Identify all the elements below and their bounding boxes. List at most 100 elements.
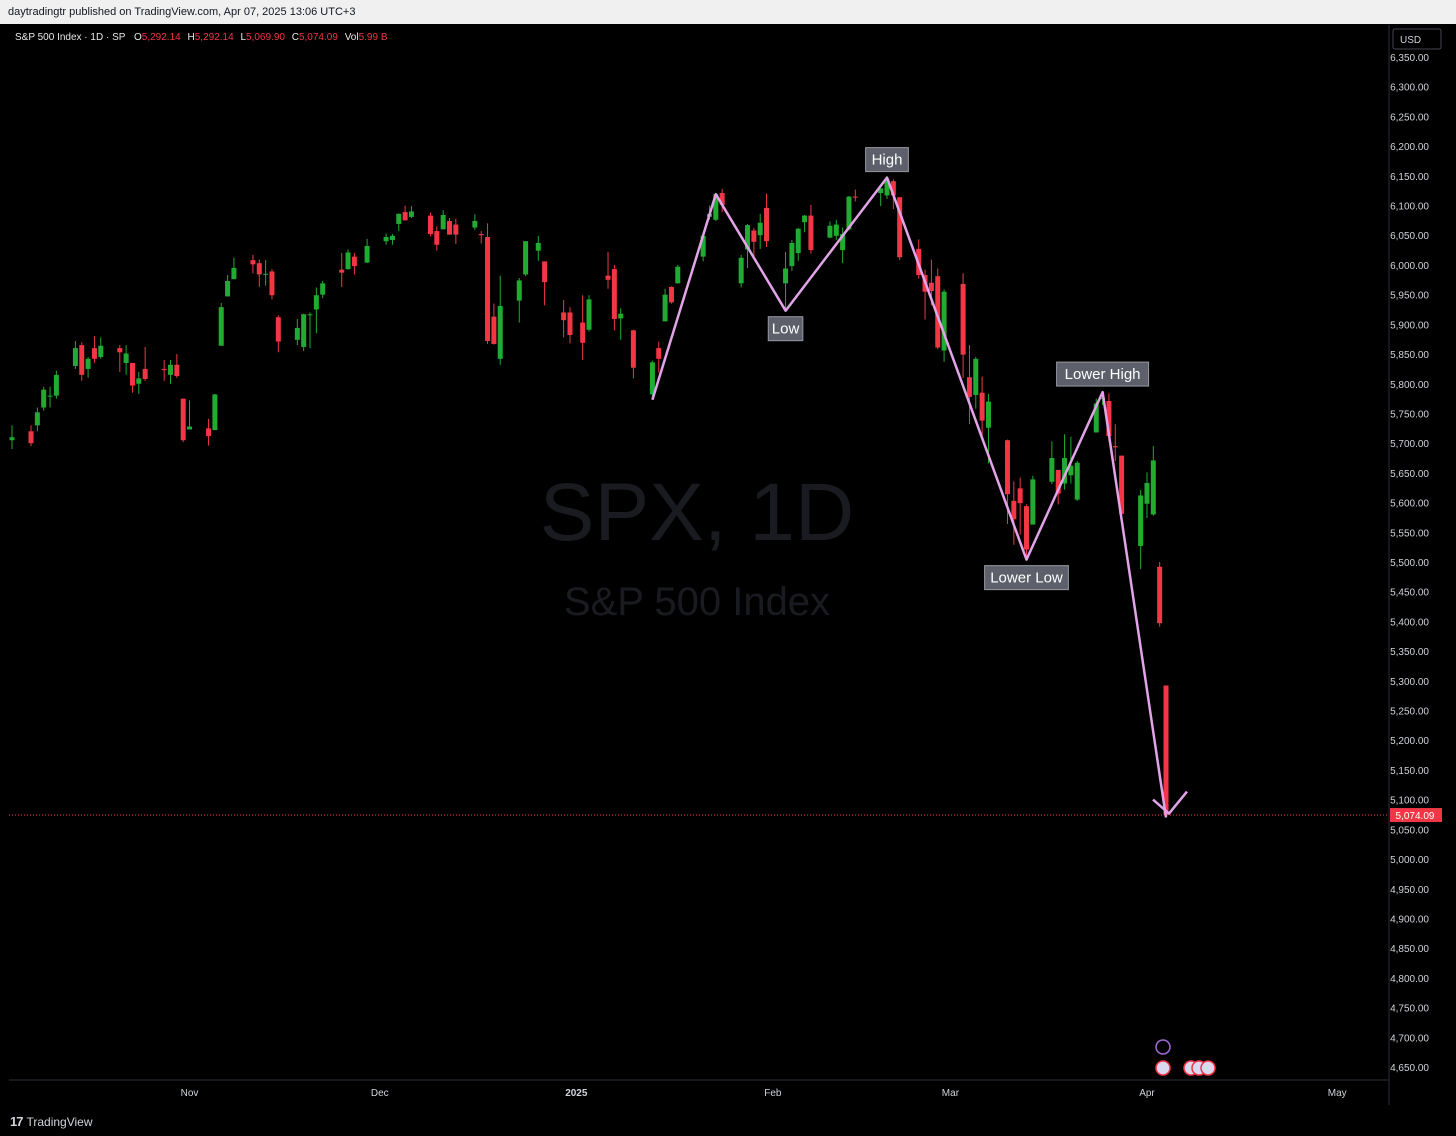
candle	[339, 253, 345, 287]
candle-body	[497, 305, 503, 359]
candle-body	[1157, 566, 1163, 624]
price-axis[interactable]: 6,350.00 6,300.00 6,250.00 6,200.00 6,150.00…	[1390, 53, 1442, 1074]
y-tick-label: 5,500.00	[1390, 558, 1429, 569]
candle	[535, 235, 541, 261]
tradingview-brand[interactable]: 17 TradingView	[10, 1114, 93, 1129]
y-tick-label: 5,950.00	[1390, 291, 1429, 302]
candle-body	[1112, 446, 1118, 448]
candle	[85, 357, 91, 378]
legend-o-value: 5,292.14	[142, 32, 181, 43]
candle-body	[263, 273, 269, 275]
candle	[98, 337, 104, 359]
candle	[307, 312, 313, 349]
candle-body	[389, 235, 395, 240]
candle	[586, 295, 592, 332]
candle-body	[561, 312, 567, 321]
legend-values: O5,292.14 H5,292.14 L5,069.90 C5,074.09 …	[134, 32, 388, 43]
candle-body	[567, 312, 573, 336]
chart-frame[interactable]: SPX, 1D S&P 500 Index S&P 500 Index · 1D…	[9, 25, 1446, 1105]
publisher-bar: daytradingtr published on TradingView.co…	[0, 0, 1456, 24]
event-icons[interactable]	[1155, 1039, 1216, 1076]
us-flag-event-icon[interactable]	[1200, 1060, 1216, 1076]
candle-body	[85, 358, 91, 369]
candle	[1119, 455, 1125, 520]
y-tick-label: 6,050.00	[1390, 231, 1429, 242]
candle	[440, 210, 446, 230]
candle	[91, 336, 97, 363]
candle	[275, 315, 281, 353]
tv-logo-icon: 17	[10, 1114, 24, 1129]
candle	[656, 341, 662, 373]
candle	[561, 299, 567, 338]
candle-body	[1055, 469, 1061, 494]
y-tick-label: 6,350.00	[1390, 53, 1429, 64]
candle	[1157, 562, 1163, 627]
candle	[485, 223, 491, 344]
candle	[447, 218, 453, 235]
candle	[580, 295, 586, 360]
x-tick-label: Dec	[371, 1088, 389, 1099]
candle	[364, 238, 370, 264]
pattern-drawing[interactable]	[651, 176, 1188, 818]
y-tick-label: 4,750.00	[1390, 1004, 1429, 1015]
x-tick-label: Mar	[942, 1088, 960, 1099]
candle	[979, 376, 985, 437]
y-tick-label: 4,700.00	[1390, 1033, 1429, 1044]
candle-body	[890, 181, 896, 196]
label-text: High	[872, 152, 903, 169]
candle-body	[802, 215, 808, 223]
candle-body	[1068, 465, 1074, 476]
candle-body	[187, 426, 193, 430]
candle-body	[941, 291, 947, 351]
candle-body	[535, 242, 541, 251]
candle-body	[117, 348, 123, 353]
candle	[389, 234, 395, 245]
published-info: daytradingtr published on TradingView.co…	[8, 6, 356, 18]
candle-body	[485, 237, 491, 341]
price-chart[interactable]: SPX, 1D S&P 500 Index S&P 500 Index · 1D…	[9, 25, 1446, 1105]
candle	[852, 189, 858, 202]
label-text: Low	[772, 321, 800, 338]
us-flag-event-icon[interactable]	[1155, 1060, 1171, 1076]
brand-name: TradingView	[26, 1114, 93, 1129]
watermark-ticker: SPX, 1D	[540, 467, 854, 558]
flash-event-icon[interactable]	[1155, 1039, 1171, 1055]
y-tick-label: 5,650.00	[1390, 469, 1429, 480]
legend-h-value: 5,292.14	[195, 32, 234, 43]
candle-body	[668, 286, 674, 303]
candles-layer	[9, 177, 1389, 818]
label-box	[865, 147, 909, 173]
candle	[497, 275, 503, 365]
footer: 17 TradingView	[0, 1106, 1456, 1136]
candle-body	[542, 261, 548, 283]
candle-body	[129, 362, 135, 386]
candle	[1138, 490, 1144, 570]
candle	[9, 425, 15, 450]
candle	[472, 214, 478, 230]
candle	[79, 342, 85, 381]
candle	[383, 233, 389, 245]
candle-body	[1093, 403, 1099, 433]
candle-body	[979, 392, 985, 421]
candle-body	[1024, 506, 1030, 550]
candle	[611, 264, 617, 331]
legend-symbol: S&P 500 Index · 1D · SP	[15, 32, 126, 43]
candle	[795, 228, 801, 261]
x-tick-label: Nov	[181, 1088, 199, 1099]
currency-badge[interactable]	[1392, 28, 1442, 50]
candle	[662, 288, 668, 322]
candle-body	[345, 252, 351, 270]
y-tick-label: 4,650.00	[1390, 1063, 1429, 1074]
y-tick-label: 6,150.00	[1390, 172, 1429, 183]
time-axis[interactable]: Nov Dec 2025 Feb Mar Apr May	[181, 1088, 1347, 1099]
candle-body	[453, 224, 459, 235]
candle-body	[1017, 488, 1023, 504]
candle-body	[523, 241, 529, 275]
y-tick-label: 5,600.00	[1390, 499, 1429, 510]
candle	[1017, 477, 1023, 535]
candle	[320, 280, 326, 299]
candle-body	[808, 215, 814, 251]
candle	[47, 386, 53, 408]
candle-body	[745, 225, 751, 250]
y-tick-label: 6,250.00	[1390, 112, 1429, 123]
